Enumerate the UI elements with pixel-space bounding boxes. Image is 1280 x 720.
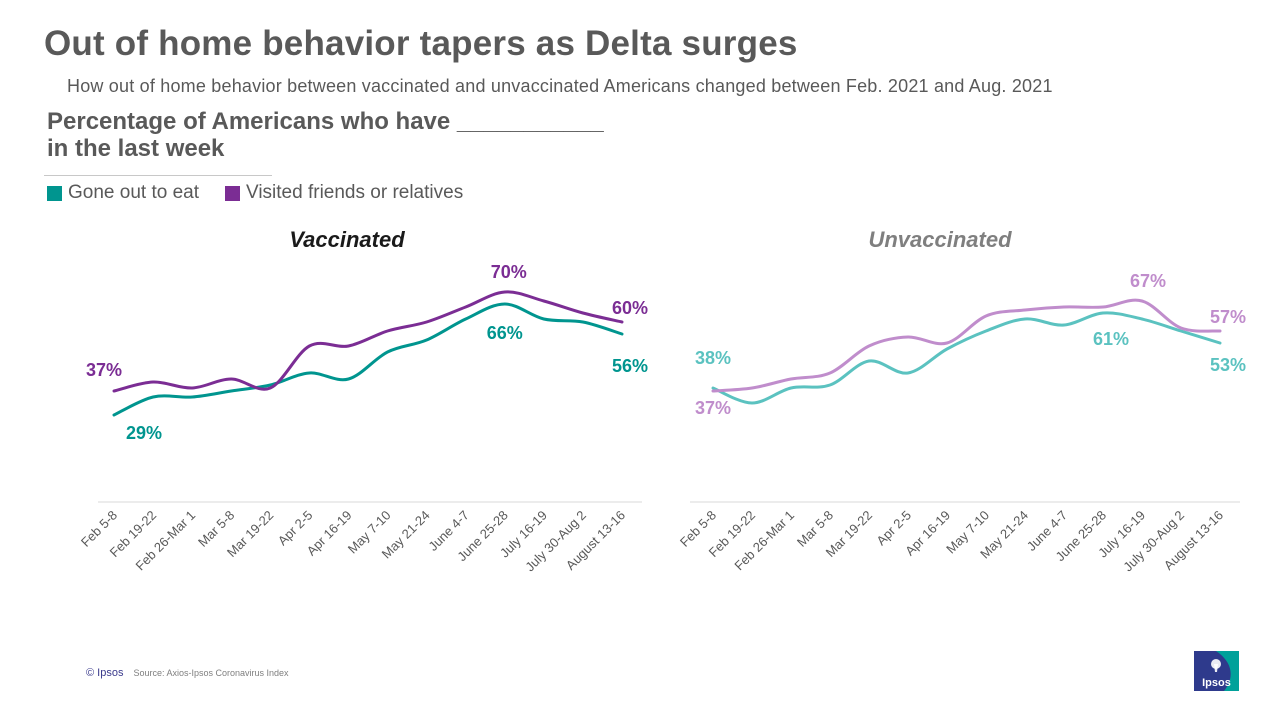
copyright: © Ipsos (86, 667, 124, 679)
legend-swatch-eat (47, 185, 62, 201)
data-label: 37% (86, 360, 122, 380)
divider (44, 175, 272, 176)
logo-text: Ipsos (1202, 677, 1231, 689)
data-label: 61% (1093, 329, 1129, 349)
data-label: 57% (1210, 307, 1246, 327)
question-line-1: Percentage of Americans who have _______… (47, 108, 604, 135)
data-label: 70% (491, 262, 527, 282)
data-label: 66% (487, 323, 523, 343)
series-line-eat (711, 311, 1222, 405)
series-line-eat (112, 302, 624, 417)
data-label: 60% (612, 298, 648, 318)
legend-item-visit: Visited friends or relatives (225, 182, 463, 204)
series-line-visit (711, 298, 1222, 393)
series-line-visit (112, 290, 624, 393)
ipsos-logo: Ipsos (1194, 651, 1239, 691)
source-note: Source: Axios-Ipsos Coronavirus Index (133, 668, 289, 678)
data-label: 67% (1130, 271, 1166, 291)
chart-title: Unvaccinated (868, 227, 1012, 252)
data-label: 38% (695, 348, 731, 368)
question-line-2: in the last week (47, 135, 225, 162)
chart-legend: Gone out to eat Visited friends or relat… (47, 182, 489, 204)
legend-label-eat: Gone out to eat (68, 182, 199, 203)
legend-item-eat: Gone out to eat (47, 182, 199, 204)
footer: © Ipsos Source: Axios-Ipsos Coronavirus … (86, 667, 289, 679)
legend-label-visit: Visited friends or relatives (246, 182, 464, 203)
data-label: 37% (695, 398, 731, 418)
data-label: 29% (126, 423, 162, 443)
chart-title: Vaccinated (289, 227, 405, 252)
page-subtitle: How out of home behavior between vaccina… (67, 76, 1053, 96)
data-label: 56% (612, 356, 648, 376)
legend-swatch-visit (225, 185, 240, 201)
page-title: Out of home behavior tapers as Delta sur… (44, 24, 798, 63)
question-text: Percentage of Americans who have _______… (47, 108, 604, 162)
data-label: 53% (1210, 355, 1246, 375)
